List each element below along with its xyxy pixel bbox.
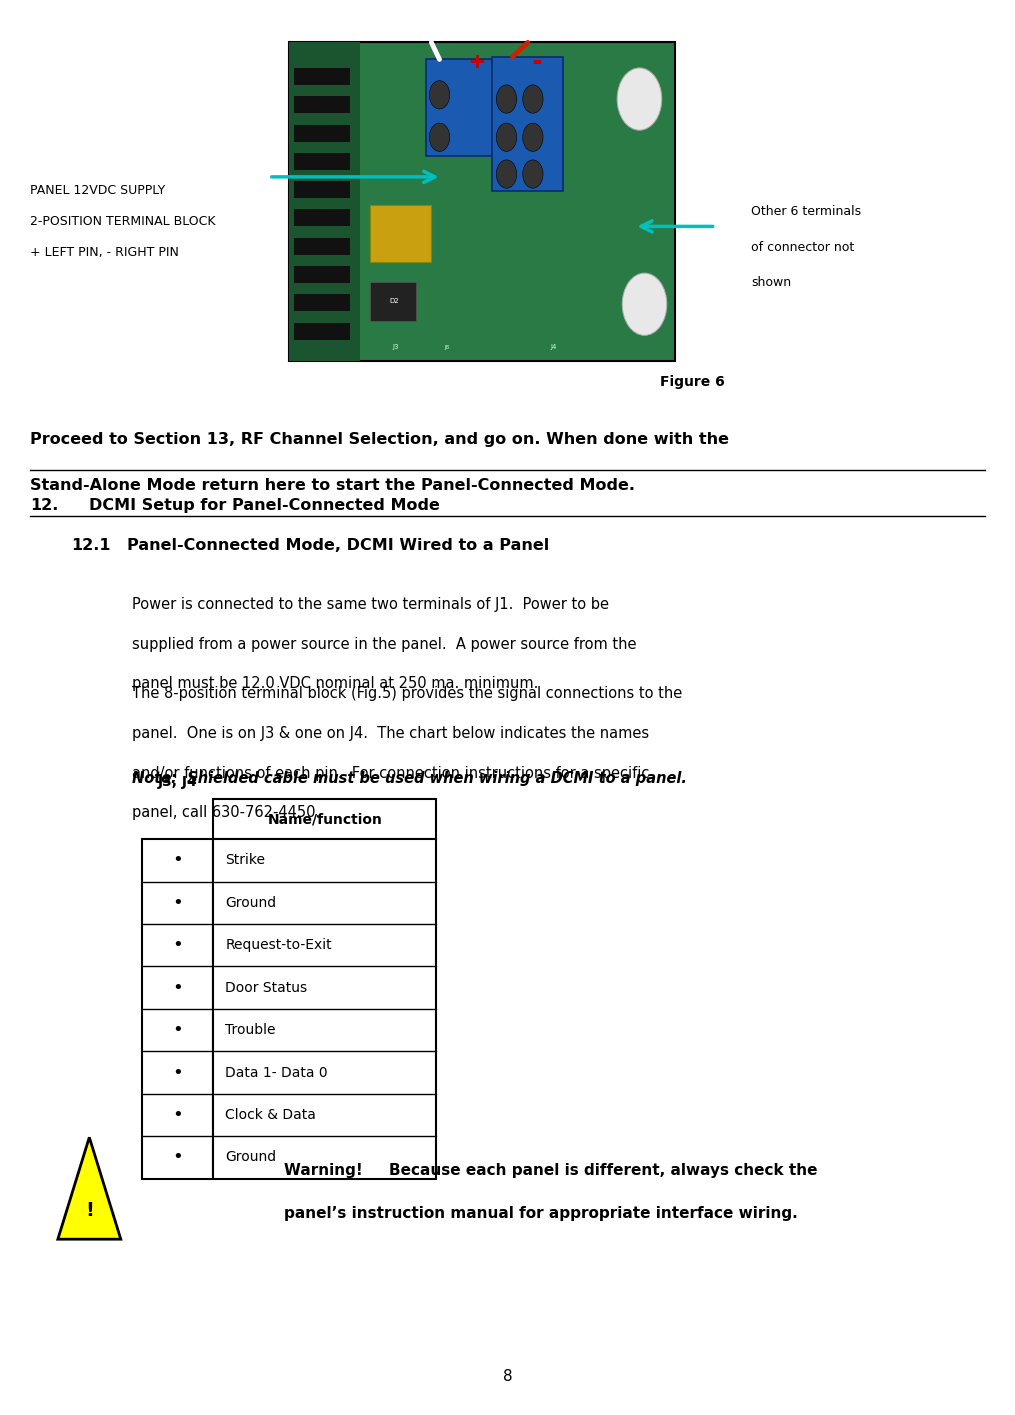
Text: •: •	[173, 979, 183, 996]
Bar	[294, 153, 350, 170]
Circle shape	[496, 123, 517, 151]
Bar	[294, 294, 350, 311]
Text: •: •	[173, 937, 183, 954]
Text: and/or functions of each pin.  For connection instructions for a specific: and/or functions of each pin. For connec…	[132, 766, 650, 781]
Circle shape	[617, 68, 662, 130]
Text: •: •	[173, 1064, 183, 1081]
Circle shape	[622, 273, 667, 335]
Text: PANEL 12VDC SUPPLY: PANEL 12VDC SUPPLY	[30, 184, 165, 197]
Bar	[294, 125, 350, 142]
Text: Figure 6: Figure 6	[660, 375, 725, 389]
Text: Proceed to Section 13, RF Channel Selection, and go on. When done with the: Proceed to Section 13, RF Channel Select…	[30, 432, 730, 447]
Text: Stand-Alone Mode return here to start the Panel-Connected Mode.: Stand-Alone Mode return here to start th…	[30, 478, 635, 494]
Text: Clock & Data: Clock & Data	[225, 1108, 317, 1122]
Text: 2-POSITION TERMINAL BLOCK: 2-POSITION TERMINAL BLOCK	[30, 215, 216, 228]
Bar	[426, 59, 492, 156]
Circle shape	[523, 85, 543, 113]
Circle shape	[496, 85, 517, 113]
Text: Ground: Ground	[225, 1150, 276, 1165]
Bar	[294, 323, 350, 340]
Text: The 8-position terminal block (Fig.5) provides the signal connections to the: The 8-position terminal block (Fig.5) pr…	[132, 686, 682, 702]
Bar	[370, 282, 416, 321]
Text: J8: J8	[444, 344, 450, 350]
Bar	[289, 42, 360, 361]
Bar	[289, 42, 675, 361]
Text: D2: D2	[389, 299, 399, 304]
Bar	[370, 205, 431, 262]
Text: supplied from a power source in the panel.  A power source from the: supplied from a power source in the pane…	[132, 637, 636, 652]
Circle shape	[429, 123, 450, 151]
Circle shape	[523, 160, 543, 188]
Bar	[213, 839, 436, 1179]
Text: + LEFT PIN, - RIGHT PIN: + LEFT PIN, - RIGHT PIN	[30, 246, 180, 259]
Text: Data 1- Data 0: Data 1- Data 0	[225, 1065, 328, 1080]
Text: 8: 8	[502, 1368, 513, 1384]
Bar	[294, 238, 350, 255]
Text: Panel-Connected Mode, DCMI Wired to a Panel: Panel-Connected Mode, DCMI Wired to a Pa…	[127, 538, 549, 553]
Bar	[213, 799, 436, 839]
Text: panel, call 630-762-4450.: panel, call 630-762-4450.	[132, 805, 320, 821]
Circle shape	[523, 123, 543, 151]
Text: •: •	[173, 1107, 183, 1124]
Text: Warning!     Because each panel is different, always check the: Warning! Because each panel is different…	[284, 1163, 818, 1179]
Circle shape	[429, 81, 450, 109]
Bar	[294, 68, 350, 85]
Text: 12.: 12.	[30, 498, 59, 514]
Text: shown: shown	[751, 276, 792, 289]
Bar	[492, 57, 563, 191]
Circle shape	[496, 160, 517, 188]
Text: DCMI Setup for Panel-Connected Mode: DCMI Setup for Panel-Connected Mode	[89, 498, 441, 514]
Text: panel.  One is on J3 & one on J4.  The chart below indicates the names: panel. One is on J3 & one on J4. The cha…	[132, 726, 649, 741]
Text: •: •	[173, 1149, 183, 1166]
Text: Power is connected to the same two terminals of J1.  Power to be: Power is connected to the same two termi…	[132, 597, 609, 613]
Text: Request-to-Exit: Request-to-Exit	[225, 938, 332, 952]
Text: Trouble: Trouble	[225, 1023, 276, 1037]
Text: J3, J4: J3, J4	[157, 775, 198, 790]
Text: panel’s instruction manual for appropriate interface wiring.: panel’s instruction manual for appropria…	[284, 1206, 798, 1221]
Text: Door Status: Door Status	[225, 981, 308, 995]
Text: Strike: Strike	[225, 853, 265, 867]
Text: 12.1: 12.1	[71, 538, 111, 553]
Text: •: •	[173, 1022, 183, 1039]
Text: J3: J3	[393, 344, 399, 350]
Bar	[294, 209, 350, 226]
Text: Name/function: Name/function	[267, 812, 383, 826]
Text: •: •	[173, 894, 183, 911]
Text: Other 6 terminals: Other 6 terminals	[751, 205, 861, 218]
Bar	[142, 839, 213, 1179]
Text: panel must be 12.0 VDC nominal at 250 ma. minimum.: panel must be 12.0 VDC nominal at 250 ma…	[132, 676, 538, 692]
Text: Note:  Shielded cable must be used when wiring a DCMI to a panel.: Note: Shielded cable must be used when w…	[132, 771, 687, 787]
Bar	[294, 266, 350, 283]
Bar	[294, 96, 350, 113]
Text: +   -: + -	[470, 50, 545, 74]
Text: Ground: Ground	[225, 896, 276, 910]
Bar	[294, 181, 350, 198]
Text: !: !	[85, 1201, 93, 1220]
Text: of connector not: of connector not	[751, 241, 855, 253]
Polygon shape	[58, 1138, 121, 1240]
Text: J4: J4	[550, 344, 556, 350]
Text: •: •	[173, 852, 183, 869]
